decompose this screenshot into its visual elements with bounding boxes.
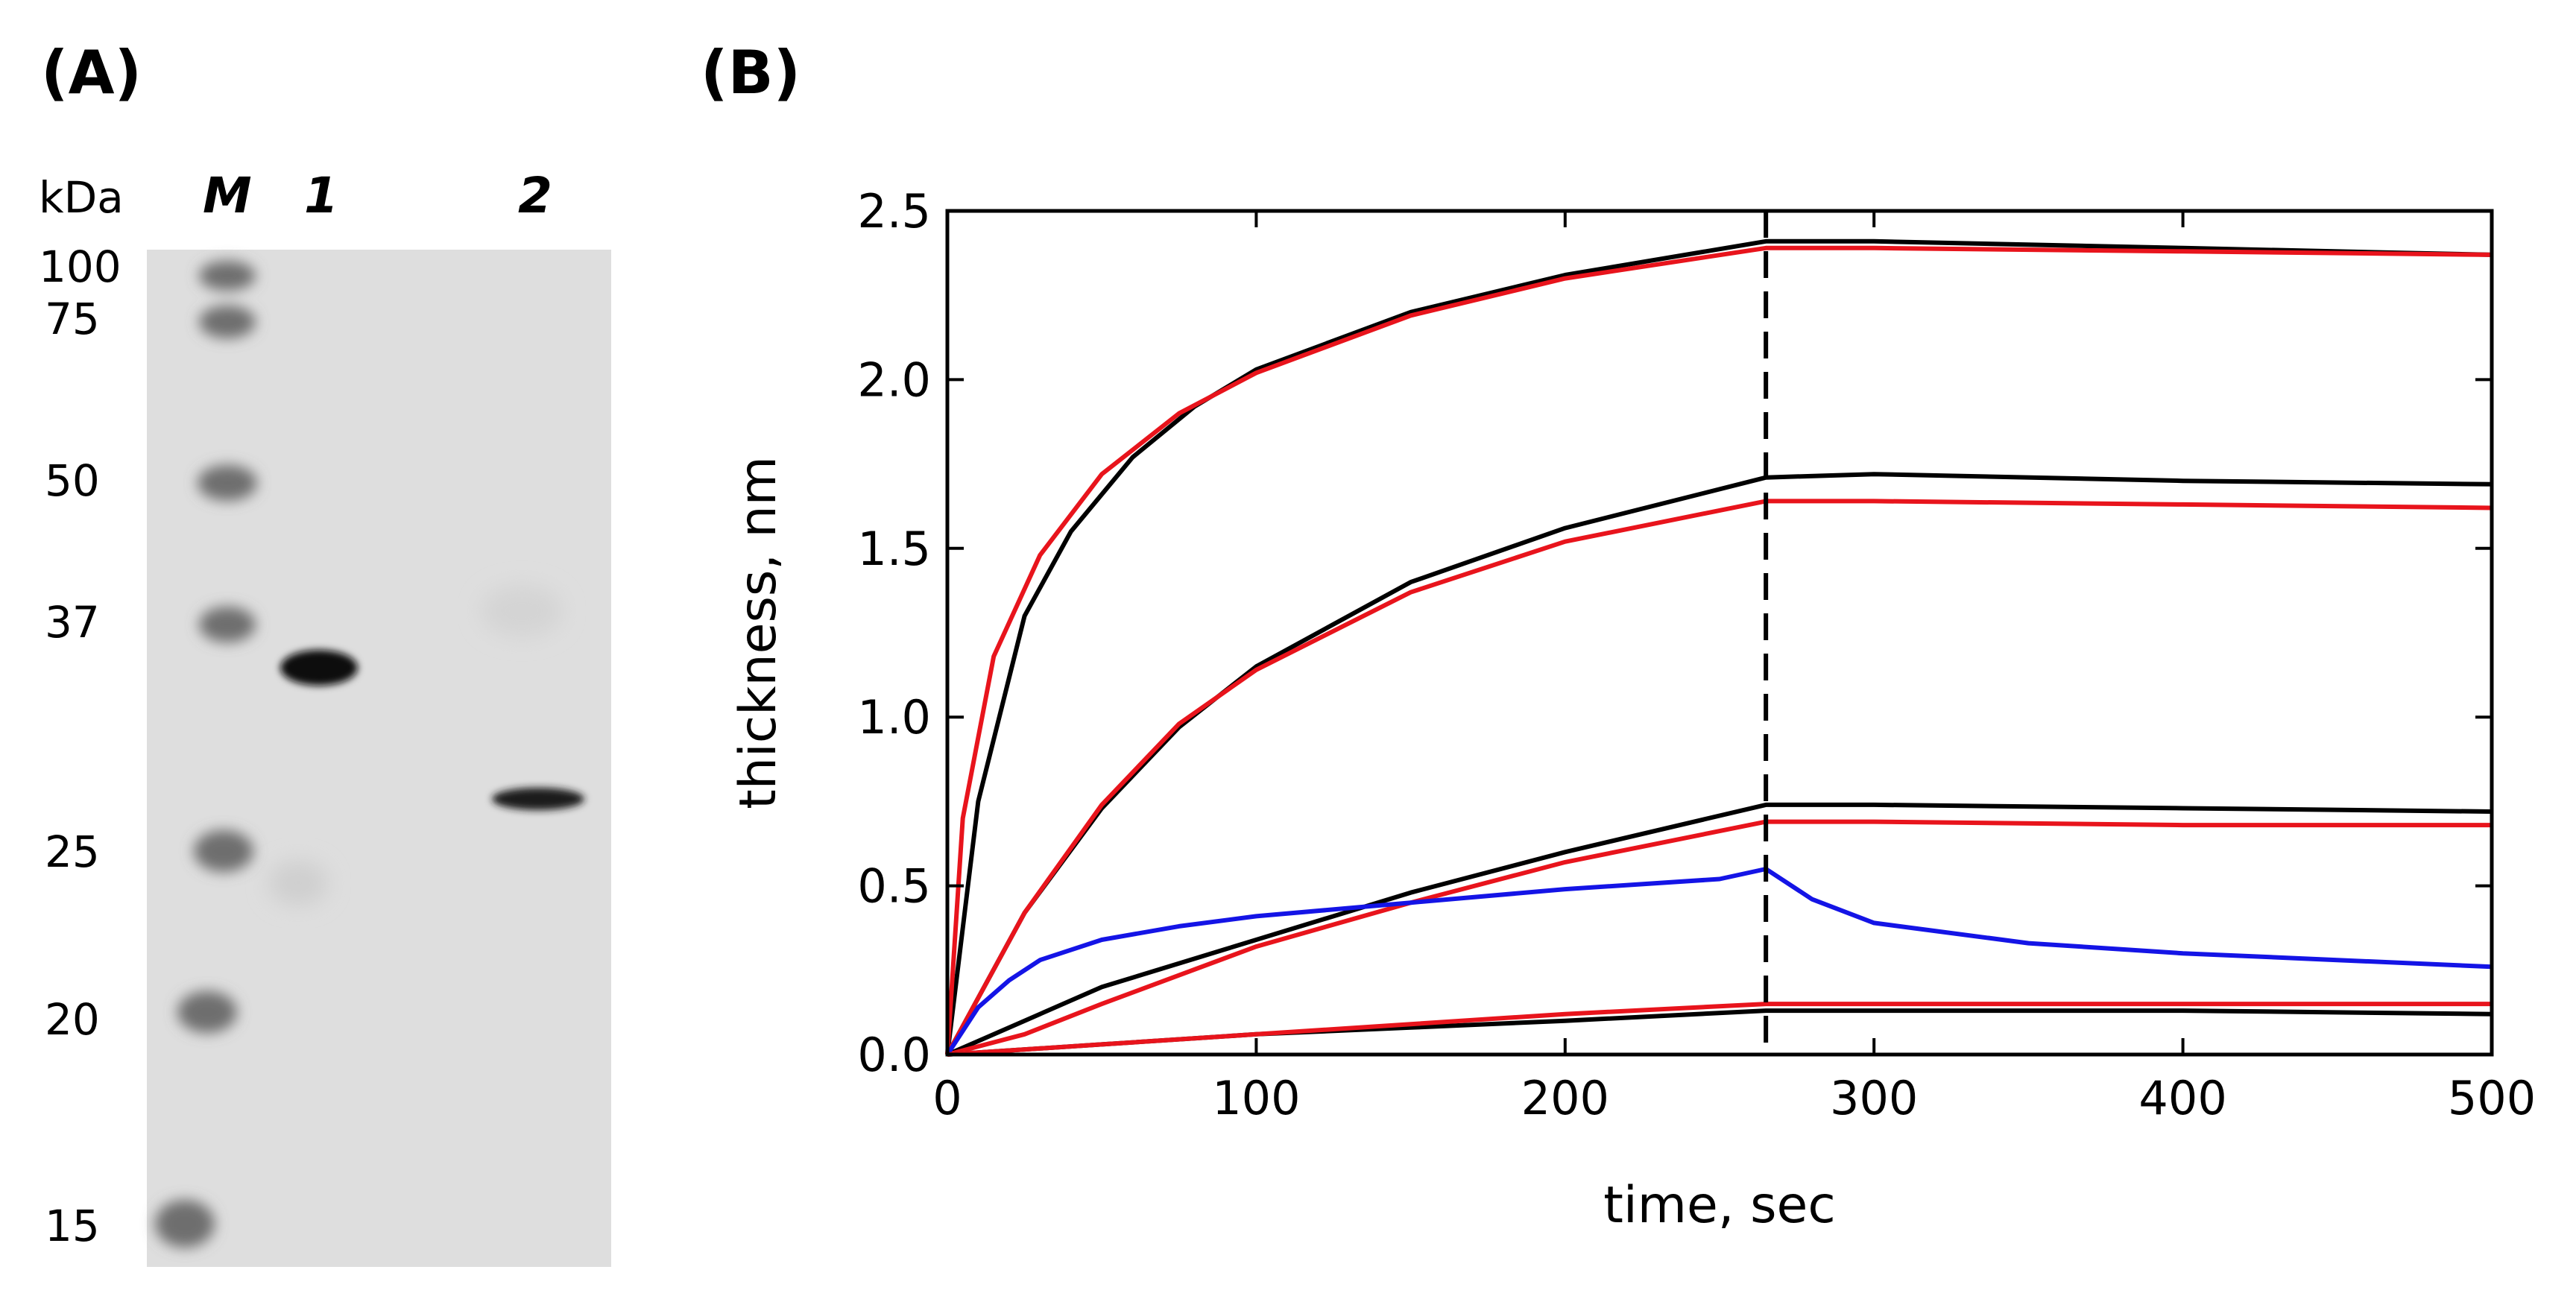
series-layer <box>945 238 2493 1057</box>
x-tick-label: 100 <box>1212 1071 1300 1125</box>
marker-band <box>177 991 237 1033</box>
marker-label-75: 75 <box>45 294 100 344</box>
series-line-fit-1 <box>945 245 2493 1055</box>
series-line-fit-2 <box>945 499 2493 1056</box>
y-tick-label: 0.0 <box>857 1028 931 1082</box>
gel-smudge <box>481 585 563 637</box>
lane-label-2: 2 <box>518 167 552 224</box>
marker-label-25: 25 <box>45 826 100 877</box>
marker-band <box>155 1200 215 1248</box>
series-line-fit-3 <box>947 819 2492 1057</box>
tick-layer: 0 100 200 300 400 500 0.0 0.5 1.0 1.5 2.0 2.5 <box>857 184 2536 1125</box>
gel-background <box>147 250 611 1267</box>
marker-label-20: 20 <box>45 994 100 1045</box>
x-tick-label: 300 <box>1830 1071 1918 1125</box>
y-axis-title: thickness, nm <box>729 456 788 809</box>
series-line-data-3 <box>946 802 2493 1057</box>
y-tick-label: 2.5 <box>857 184 931 238</box>
y-tick-label: 0.5 <box>857 859 931 914</box>
plot-frame <box>945 209 2494 1057</box>
panel-a-label: (A) <box>41 38 142 107</box>
plot-background <box>947 211 2492 1055</box>
marker-label-50: 50 <box>45 455 100 506</box>
lane-label-m: M <box>203 167 252 224</box>
plot-area: 0 100 200 300 400 500 0.0 0.5 1.0 1.5 2.0 2.5 <box>857 184 2536 1125</box>
panel-b: (B) 0 100 200 300 400 500 0.0 0.5 1.0 1.5 2.0 2.5 t… <box>701 38 2536 1235</box>
y-tick-label: 2.0 <box>857 353 931 407</box>
x-tick-label: 200 <box>1521 1071 1609 1125</box>
lane-label-1: 1 <box>304 167 338 224</box>
gel-smudge <box>268 861 328 905</box>
x-tick-label: 0 <box>932 1071 962 1125</box>
marker-band <box>194 830 253 872</box>
panel-a: (A) kDa M 1 2 100 75 50 37 25 20 15 <box>39 38 611 1267</box>
x-tick-label: 400 <box>2138 1071 2226 1125</box>
lane-2-band <box>492 788 584 810</box>
x-axis-title: time, sec <box>1603 1176 1836 1235</box>
marker-band <box>199 607 256 642</box>
series-line-blue-data <box>945 867 2493 1056</box>
marker-label-15: 15 <box>45 1201 100 1251</box>
y-tick-label: 1.5 <box>857 522 931 576</box>
lane-1-band <box>280 650 358 686</box>
marker-band <box>198 465 257 501</box>
marker-label-100: 100 <box>39 241 121 292</box>
series-line-fit-4 <box>947 1002 2492 1057</box>
marker-label-37: 37 <box>45 597 100 648</box>
y-tick-label: 1.0 <box>857 690 931 745</box>
marker-band <box>199 261 256 291</box>
x-tick-label: 500 <box>2448 1071 2536 1125</box>
marker-ladder <box>155 261 257 1248</box>
series-line-data-1 <box>945 238 2493 1055</box>
kda-unit-label: kDa <box>39 172 124 223</box>
panel-b-label: (B) <box>701 38 801 107</box>
marker-band <box>199 306 256 338</box>
